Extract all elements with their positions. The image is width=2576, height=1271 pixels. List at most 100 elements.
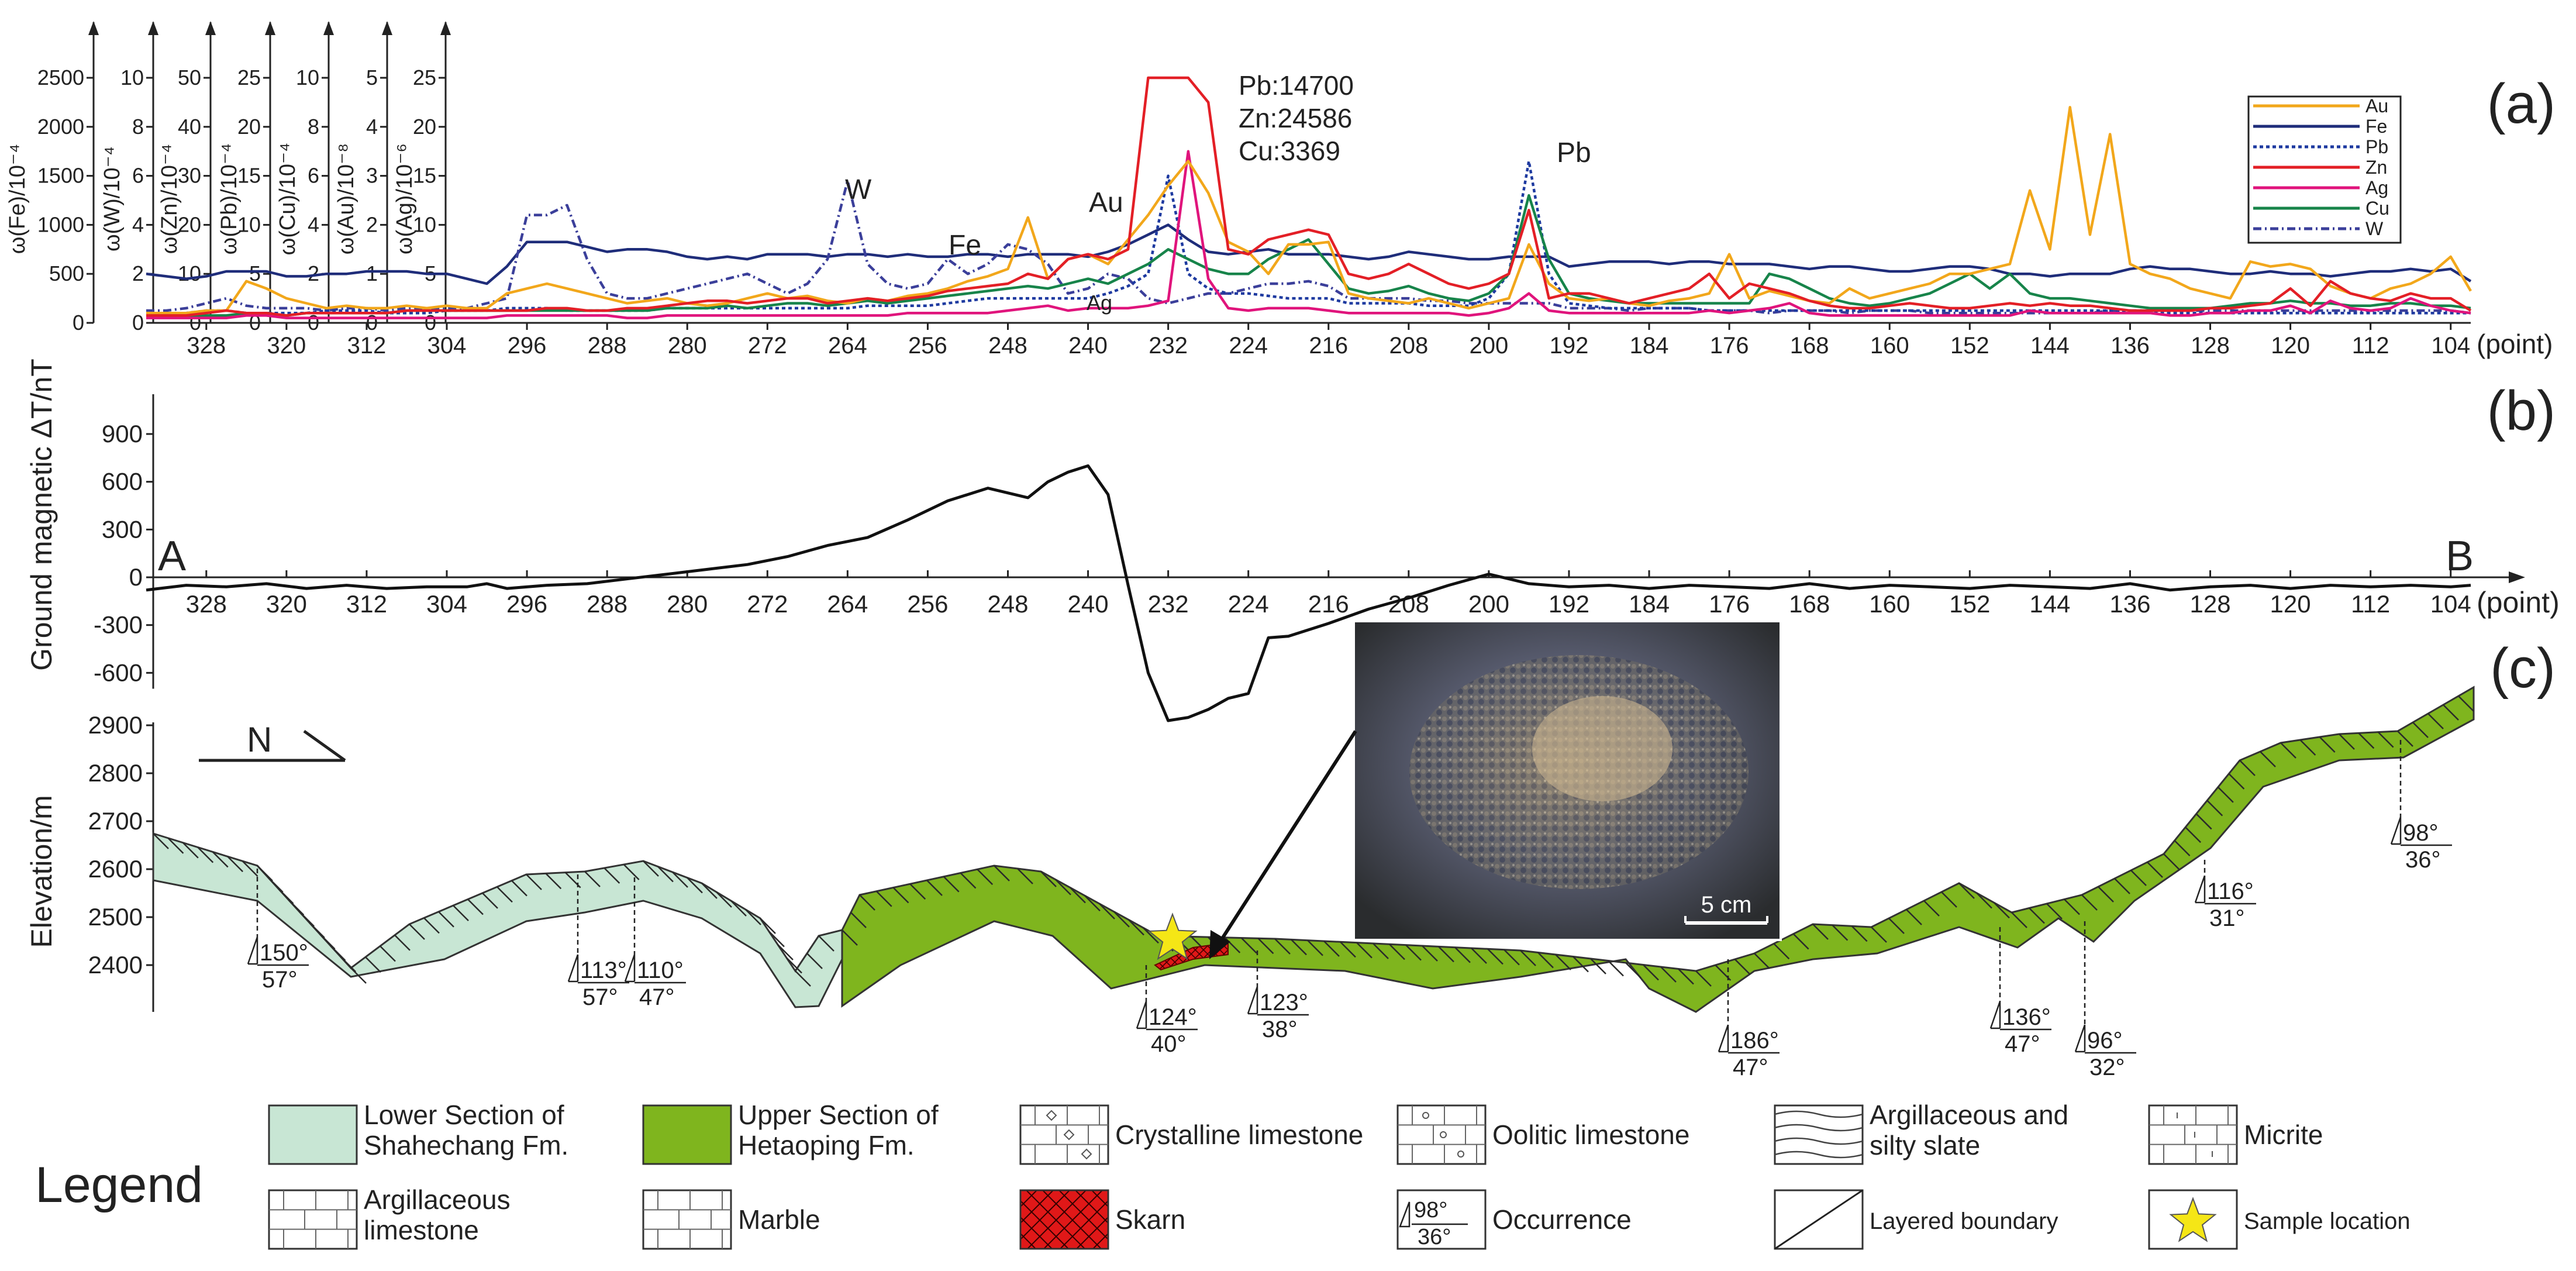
bedding-tick	[875, 890, 892, 907]
bedding-tick	[2081, 894, 2098, 911]
x-tick-label: 240	[1068, 590, 1109, 618]
bedding-tick	[153, 833, 169, 849]
y-tick-label: -300	[94, 611, 143, 639]
bedding-tick	[1812, 924, 1829, 940]
bedding-ticks	[153, 695, 2474, 987]
bedding-tick	[2239, 760, 2256, 776]
y-axis-title: ω(Fe)/10⁻⁴	[5, 144, 30, 254]
bedding-tick	[1888, 918, 1905, 934]
y-axis-title: ω(W)/10⁻⁴	[100, 146, 125, 252]
y-tick-label: 0	[132, 311, 144, 335]
bedding-tick	[496, 886, 513, 903]
occurrence-strike: 110°	[637, 957, 684, 983]
x-tick-label: 120	[2271, 333, 2310, 359]
photo-mineral-patch	[1532, 696, 1672, 801]
y-tick-label: 4	[132, 212, 144, 236]
bedding-tick	[1976, 892, 1992, 909]
y-axis-arrow	[323, 21, 334, 35]
bedding-tick	[1625, 962, 1642, 979]
y-tick-label: 10	[296, 66, 319, 89]
x-tick-label: 232	[1148, 590, 1189, 618]
x-tick-label: 304	[427, 333, 467, 359]
bedding-tick	[842, 929, 858, 946]
legend-swatch-marble	[642, 1189, 732, 1250]
swatch-frame	[1396, 1189, 1487, 1250]
bedding-tick	[806, 953, 823, 969]
legend-box	[2247, 95, 2402, 244]
bedding-tick	[859, 894, 875, 911]
x-axis-arrow	[2509, 571, 2525, 583]
x-tick-label: 144	[2030, 333, 2070, 359]
y-tick-label: 0	[129, 563, 143, 591]
legend-item-layered-boundary: Layered boundary	[1774, 1189, 2058, 1250]
y-tick-label: 4	[366, 115, 378, 139]
legend-swatch-crystalline-limestone	[1019, 1104, 1109, 1165]
bedding-tick	[1994, 902, 2010, 919]
series-ag-line	[146, 150, 2471, 319]
bedding-tick	[1113, 911, 1130, 928]
occurrence-strike: 96°	[2087, 1028, 2123, 1053]
legend-item-marble: Marble	[642, 1189, 820, 1250]
legend-label: Oolitic limestone	[1492, 1120, 1689, 1150]
legend-label: Argillaceous and	[1870, 1100, 2068, 1130]
x-tick-label: 224	[1228, 590, 1269, 618]
bedding-tick	[1323, 941, 1340, 957]
y-tick-label: 2600	[88, 855, 143, 883]
swatch-crystal	[1046, 1110, 1057, 1121]
x-tick-label: 128	[2189, 590, 2230, 618]
x-tick-label: 272	[747, 590, 788, 618]
occurrence-2: 113°57°	[567, 874, 629, 1010]
y-tick-label: 10	[237, 212, 261, 236]
series-au-line	[146, 106, 2472, 315]
occurrence-symbol	[1136, 1001, 1147, 1029]
occurrence-symbol	[567, 954, 579, 983]
annotation-cu: Cu:3369	[1239, 136, 1340, 166]
x-tick-label: 160	[1869, 590, 1910, 618]
x-tick-label: 280	[667, 590, 708, 618]
swatch-boundary	[1774, 1189, 1863, 1250]
y-tick-label: 2000	[37, 115, 84, 139]
series-fe-line	[146, 223, 2472, 285]
legend-swatch-slate	[1774, 1104, 1864, 1165]
x-tick-label: 192	[1550, 333, 1589, 359]
x-unit-label: (point)	[2477, 586, 2560, 619]
bedding-tick	[2339, 733, 2355, 750]
magnetic-profile-line	[146, 464, 2471, 722]
bedding-tick	[2174, 840, 2191, 857]
x-tick-label: 288	[587, 590, 627, 618]
occurrence-strike: 186°	[1730, 1028, 1779, 1053]
swatch-frame	[2148, 1104, 2238, 1165]
occurrence-dip: 36°	[2405, 847, 2441, 873]
x-tick-label: 112	[2351, 590, 2390, 618]
occurrence-dip: 32°	[2089, 1055, 2125, 1080]
occurrence-strike: 150°	[260, 940, 308, 966]
legend-label: Shahechang Fm.	[364, 1130, 568, 1160]
bedding-tick	[1017, 868, 1033, 884]
occurrence-strike: 116°	[2207, 879, 2254, 904]
y-tick-label: 1	[366, 261, 378, 285]
bedding-tick	[1084, 895, 1101, 912]
x-tick-label: 328	[187, 333, 226, 359]
photo-pointer-line	[1215, 730, 1357, 949]
bedding-tick	[380, 945, 396, 962]
bedding-tick	[394, 934, 411, 951]
bedding-tick	[1643, 964, 1659, 981]
x-tick-label: 256	[907, 590, 948, 618]
bedding-tick	[2147, 862, 2163, 878]
annotation-au: Au	[1089, 187, 1123, 218]
panel-b-magnetic: 900 600 300 0 -300 -600 Ground magnetic ΔT/nT 3…	[25, 359, 2560, 722]
lower-section-body	[152, 832, 843, 1008]
bedding-tick	[2163, 853, 2180, 870]
x-tick-label: 200	[1470, 333, 1509, 359]
y-axis-title: ω(Au)/10⁻⁸	[334, 143, 358, 254]
swatch-strike: 98°	[1414, 1198, 1447, 1222]
y-tick-label: 4	[308, 212, 319, 236]
bedding-tick	[643, 860, 659, 877]
bedding-tick	[818, 935, 834, 952]
occurrence-10: 98°36°	[2390, 740, 2452, 873]
bedding-tick	[795, 970, 811, 987]
bedding-tick	[423, 917, 440, 934]
bedding-tick	[1389, 943, 1405, 960]
